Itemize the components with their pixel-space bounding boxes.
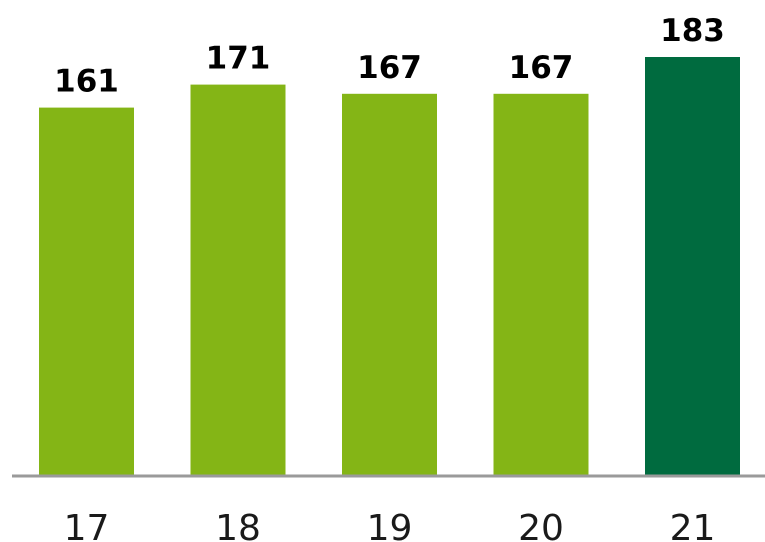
x-tick-label-20: 20 (518, 508, 564, 542)
bar-18 (190, 84, 286, 475)
bar-21 (645, 57, 740, 475)
data-label-19: 167 (357, 50, 422, 86)
x-tick-label-19: 19 (367, 508, 413, 542)
bars-group (39, 57, 740, 476)
tick-labels-group: 17 18 19 20 21 (64, 508, 716, 542)
data-label-18: 171 (206, 41, 271, 77)
data-label-17: 161 (54, 64, 119, 100)
x-tick-label-18: 18 (215, 508, 261, 542)
x-tick-label-21: 21 (670, 508, 716, 542)
bar-17 (39, 107, 134, 475)
data-label-20: 167 (509, 50, 574, 86)
data-label-21: 183 (660, 13, 725, 49)
bar-20 (493, 93, 589, 476)
bar-19 (342, 93, 437, 476)
value-labels-group: 161 171 167 167 183 (54, 13, 725, 100)
x-tick-label-17: 17 (64, 508, 110, 542)
